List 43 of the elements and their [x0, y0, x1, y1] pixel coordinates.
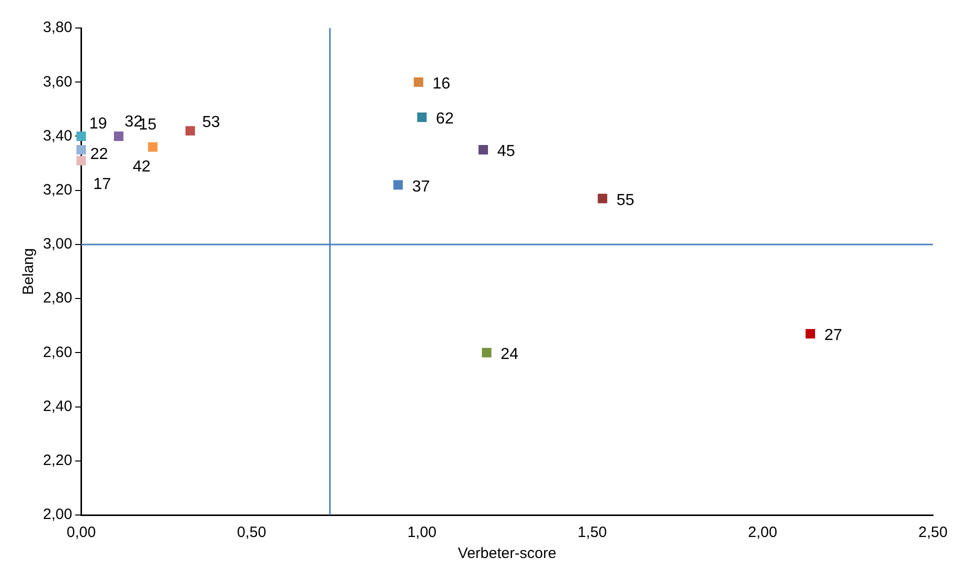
y-tick-label: 3,60 [42, 73, 72, 90]
point [185, 126, 195, 136]
point [76, 156, 86, 166]
point [482, 348, 492, 358]
point [114, 131, 124, 141]
y-tick-label: 2,60 [42, 344, 72, 361]
y-tick-label: 2,20 [42, 452, 72, 470]
y-tick-label: 3,40 [42, 127, 72, 144]
x-tick-label: 1,50 [578, 524, 607, 542]
annotation: 16 [432, 76, 450, 93]
annotation: 17 [93, 176, 112, 193]
y-tick-label: 3,20 [42, 181, 72, 198]
annotation: 45 [497, 143, 516, 160]
x-tick-label: 2,00 [748, 524, 778, 542]
x-tick-label: 0,00 [66, 524, 96, 542]
x-tick-label: 0,50 [236, 524, 266, 542]
y-tick-label: 3,80 [42, 19, 72, 36]
annotation: 55 [616, 192, 634, 209]
annotation: 19 [89, 116, 108, 133]
y-tick-label: 2,00 [42, 506, 72, 524]
point [148, 142, 158, 152]
point [414, 77, 424, 87]
annotation: 27 [824, 327, 842, 344]
y-tick-label: 3,00 [42, 236, 72, 253]
annotation: 62 [436, 110, 454, 128]
annotation: 22 [90, 146, 108, 164]
y-axis-title: Belang [20, 248, 38, 295]
point [393, 180, 403, 190]
x-tick-label: 2,50 [918, 524, 948, 542]
annotation: 24 [500, 346, 519, 364]
y-tick-label: 2,40 [42, 398, 72, 415]
point [598, 194, 608, 204]
annotation: 37 [412, 178, 430, 196]
point [76, 145, 86, 154]
point [417, 112, 427, 122]
point [806, 328, 816, 338]
x-tick-label: 1,00 [407, 524, 437, 542]
annotation: 42 [132, 158, 151, 176]
point [478, 145, 488, 154]
y-tick-label: 2,80 [42, 290, 72, 307]
annotation: 53 [202, 114, 220, 132]
point [76, 131, 86, 141]
x-axis-title: Verbeter-score [458, 545, 556, 562]
